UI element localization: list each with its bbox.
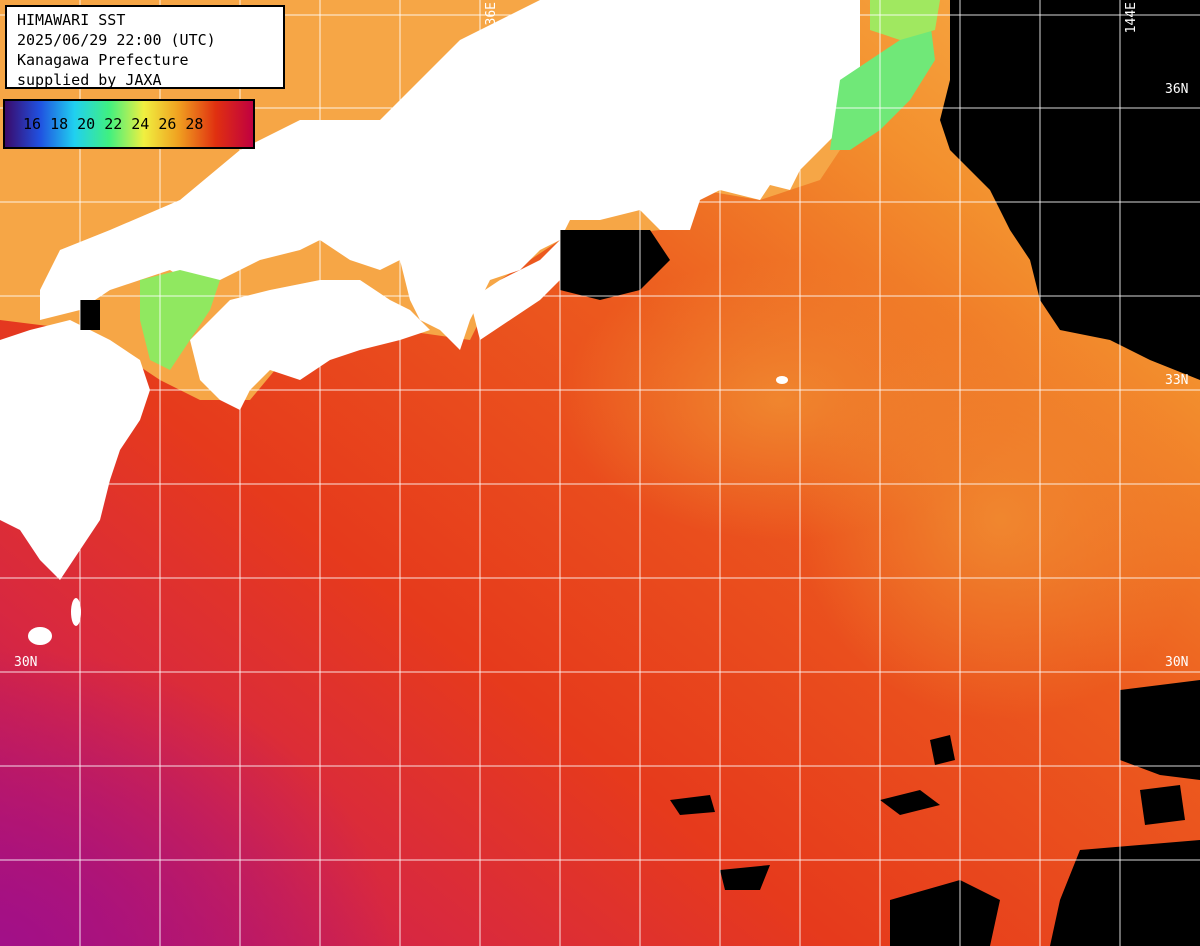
no-data-speck-3 bbox=[930, 735, 955, 765]
kyushu-land bbox=[0, 320, 150, 580]
warm-purple-zone bbox=[0, 520, 560, 946]
no-data-southeast bbox=[1050, 840, 1200, 946]
island-3 bbox=[71, 598, 81, 626]
no-data-bay bbox=[560, 230, 670, 300]
island-1 bbox=[28, 627, 52, 645]
cool-eddy-2 bbox=[800, 320, 1200, 720]
lon-label-136e: 136E bbox=[484, 2, 499, 34]
lon-label-144e: 144E bbox=[1124, 2, 1139, 34]
legend-tick: 22 bbox=[104, 115, 123, 133]
island-2 bbox=[776, 376, 788, 384]
no-data-east bbox=[1120, 680, 1200, 780]
no-data-speck-5 bbox=[1140, 785, 1185, 825]
credit-label: supplied by JAXA bbox=[17, 71, 162, 89]
shikoku-land bbox=[190, 280, 430, 410]
no-data-northeast bbox=[940, 0, 1200, 380]
legend-tick: 26 bbox=[158, 115, 177, 133]
no-data-speck-1 bbox=[880, 790, 940, 815]
coastal-cool-patch-3 bbox=[870, 0, 940, 40]
kii-peninsula-land bbox=[470, 240, 560, 340]
no-data-speck-6 bbox=[80, 300, 100, 330]
no-data-south bbox=[890, 880, 1000, 946]
lat-label-33-left: 33 bbox=[14, 373, 30, 388]
region-label: Kanagawa Prefecture bbox=[17, 51, 189, 69]
legend-tick: 16 bbox=[23, 115, 42, 133]
map-title: HIMAWARI SST bbox=[17, 11, 126, 29]
legend-tick: 20 bbox=[77, 115, 96, 133]
honshu-land bbox=[40, 0, 860, 350]
observation-datetime: 2025/06/29 22:00 (UTC) bbox=[17, 31, 216, 49]
no-data-speck-2 bbox=[670, 795, 715, 815]
lat-label-30n-right: 30N bbox=[1165, 655, 1189, 670]
info-box: HIMAWARI SST 2025/06/29 22:00 (UTC) Kana… bbox=[5, 5, 285, 89]
lat-label-33n-right: 33N bbox=[1165, 373, 1189, 388]
legend-tick: 18 bbox=[50, 115, 69, 133]
lat-label-30n-left: 30N bbox=[14, 655, 38, 670]
legend-tick: 24 bbox=[131, 115, 150, 133]
no-data-speck-4 bbox=[720, 865, 770, 890]
temperature-legend: 16 18 20 22 24 26 28 bbox=[3, 99, 255, 149]
coastal-cool-patch-1 bbox=[830, 20, 935, 150]
lat-label-36n: 36N bbox=[1165, 82, 1189, 97]
legend-tick: 28 bbox=[185, 115, 204, 133]
legend-color-bar bbox=[5, 101, 253, 147]
